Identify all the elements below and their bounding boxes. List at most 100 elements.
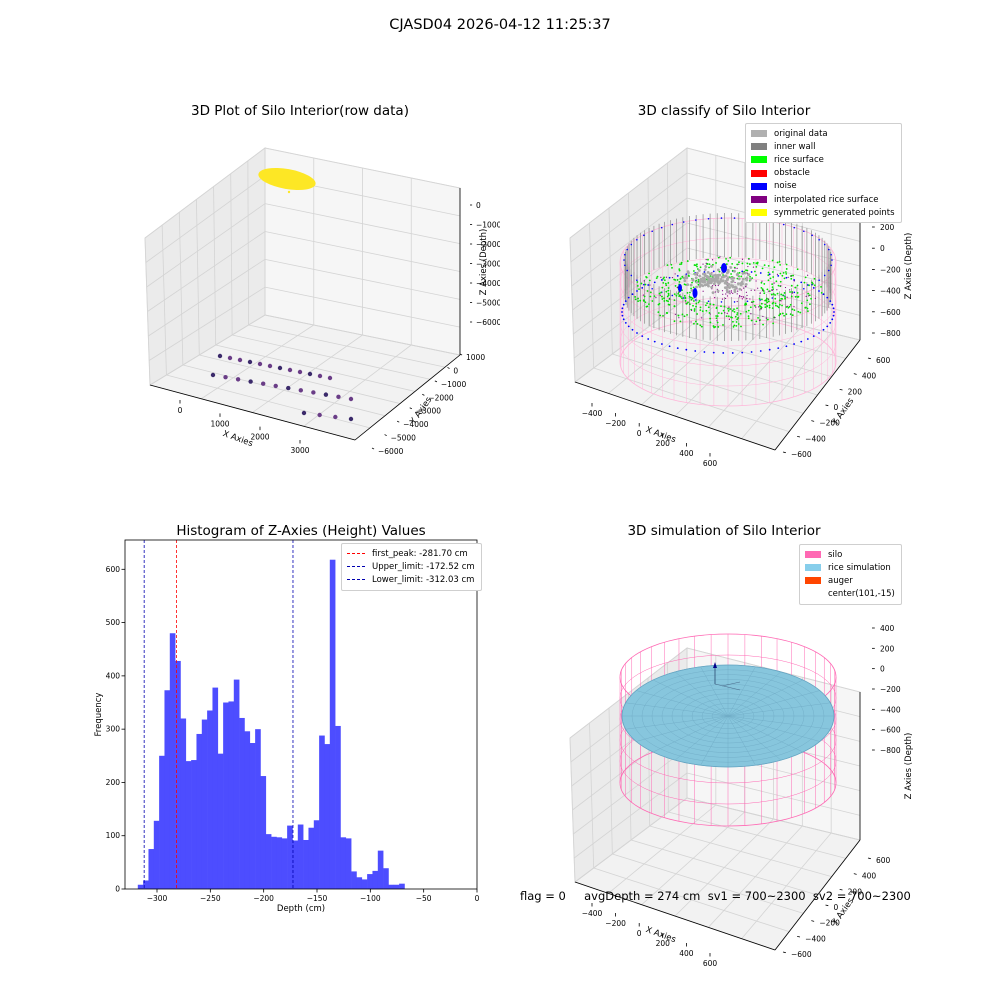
histogram-bar <box>169 633 176 889</box>
z-tick-label: −40000 <box>476 279 500 288</box>
y-tick-label: −600 <box>791 450 812 459</box>
noise-point <box>830 264 832 267</box>
rice-surface-point <box>662 281 665 284</box>
rice-surface-point <box>678 268 681 270</box>
rice-surface-point <box>720 312 723 315</box>
tick-mark <box>811 920 815 922</box>
rice-surface-point <box>663 276 665 279</box>
rice-surface-point <box>675 294 678 297</box>
data-point <box>248 379 253 384</box>
original-data-point <box>723 274 727 278</box>
interpolated-point <box>719 256 721 258</box>
rice-surface-point <box>735 324 738 327</box>
interpolated-point <box>791 292 794 294</box>
rice-surface-point <box>752 261 755 264</box>
rice-surface-point <box>715 317 718 320</box>
surface-mesh <box>727 679 804 717</box>
data-point <box>277 365 283 371</box>
rice-surface-point <box>785 268 788 270</box>
rice-surface-point <box>663 300 666 302</box>
surface-mesh <box>625 702 729 717</box>
rice-surface-point <box>686 260 689 262</box>
original-data-point <box>727 290 730 294</box>
x-tick-label: 0 <box>178 406 183 415</box>
original-data-point <box>716 289 720 293</box>
gridline <box>247 160 249 326</box>
noise-point <box>636 290 638 292</box>
interpolated-point <box>787 276 789 278</box>
rice-surface-point <box>708 312 711 314</box>
legend-swatch <box>805 551 821 559</box>
rice-surface-point <box>674 285 677 287</box>
figure-title: CJASD04 2026-04-12 11:25:37 <box>389 17 611 33</box>
surface-mesh <box>727 715 804 753</box>
original-data-point <box>703 268 707 272</box>
rice-surface-point <box>665 284 668 287</box>
tick-mark <box>782 451 786 454</box>
histogram-bar <box>233 679 240 889</box>
rice-surface-point <box>767 300 770 303</box>
noise-point <box>641 335 644 337</box>
rice-surface-point <box>691 281 693 284</box>
rice-surface-point <box>790 284 793 287</box>
rice-surface-point <box>688 303 691 306</box>
noise-point <box>818 279 820 282</box>
noise-point <box>818 238 820 241</box>
y-tick-label: 1000 <box>466 353 485 362</box>
legend-swatch <box>751 182 767 190</box>
rice-surface-point <box>684 297 687 300</box>
rice-surface-point <box>670 263 673 266</box>
z-tick-label: −600 <box>880 726 901 735</box>
y-tick-label: 200 <box>848 887 863 896</box>
rice-surface-point <box>779 312 782 315</box>
interpolated-point <box>776 289 778 291</box>
gridline <box>589 722 595 869</box>
original-data-point <box>741 272 745 275</box>
rice-surface-point <box>709 275 712 277</box>
noise-point <box>746 300 749 303</box>
noise-point <box>626 248 629 251</box>
rice-surface-point <box>686 291 689 294</box>
x-axis-label: Depth (cm) <box>277 904 325 914</box>
z-axis-label: Z Axies (Depth) <box>904 733 914 800</box>
rice-surface-point <box>712 325 715 327</box>
histogram-bar <box>372 870 379 889</box>
rice-surface-point <box>767 265 770 267</box>
data-point <box>257 361 263 367</box>
rice-surface-point <box>667 282 670 284</box>
rice-surface-point <box>723 305 726 308</box>
rice-surface-point <box>747 315 750 317</box>
rice-surface-point <box>725 258 727 260</box>
x-tick-label: −50 <box>416 894 432 903</box>
rice-surface-point <box>707 306 710 309</box>
gridline <box>144 147 266 239</box>
rice-surface-point <box>783 292 786 294</box>
noise-point <box>668 345 671 348</box>
interpolated-point <box>734 267 736 269</box>
noise-point <box>643 283 645 286</box>
x-tick-label: 600 <box>703 959 718 968</box>
rice-surface-point <box>694 320 697 323</box>
rice-surface-point <box>717 256 720 259</box>
rice-surface-point <box>729 256 732 259</box>
surface-mesh <box>727 666 756 717</box>
histogram-bar <box>207 710 213 889</box>
y-tick-label: 0 <box>834 903 839 912</box>
plot-frame <box>124 539 478 890</box>
rice-surface-point <box>731 309 734 312</box>
rice-surface-point <box>664 282 667 285</box>
rice-surface-point <box>708 266 710 269</box>
x-tick-label: −150 <box>307 894 328 903</box>
interpolated-point <box>755 280 757 282</box>
rice-surface-point <box>696 265 698 268</box>
histogram-bar <box>244 731 251 889</box>
y-axis-line <box>774 339 861 451</box>
rice-surface-point <box>740 275 743 278</box>
rice-surface-point <box>767 274 770 277</box>
rice-surface-point <box>799 311 802 314</box>
rice-surface-point <box>679 278 682 280</box>
histogram-bar <box>393 884 400 889</box>
rice-surface-point <box>727 259 730 262</box>
interpolated-point <box>771 289 773 291</box>
